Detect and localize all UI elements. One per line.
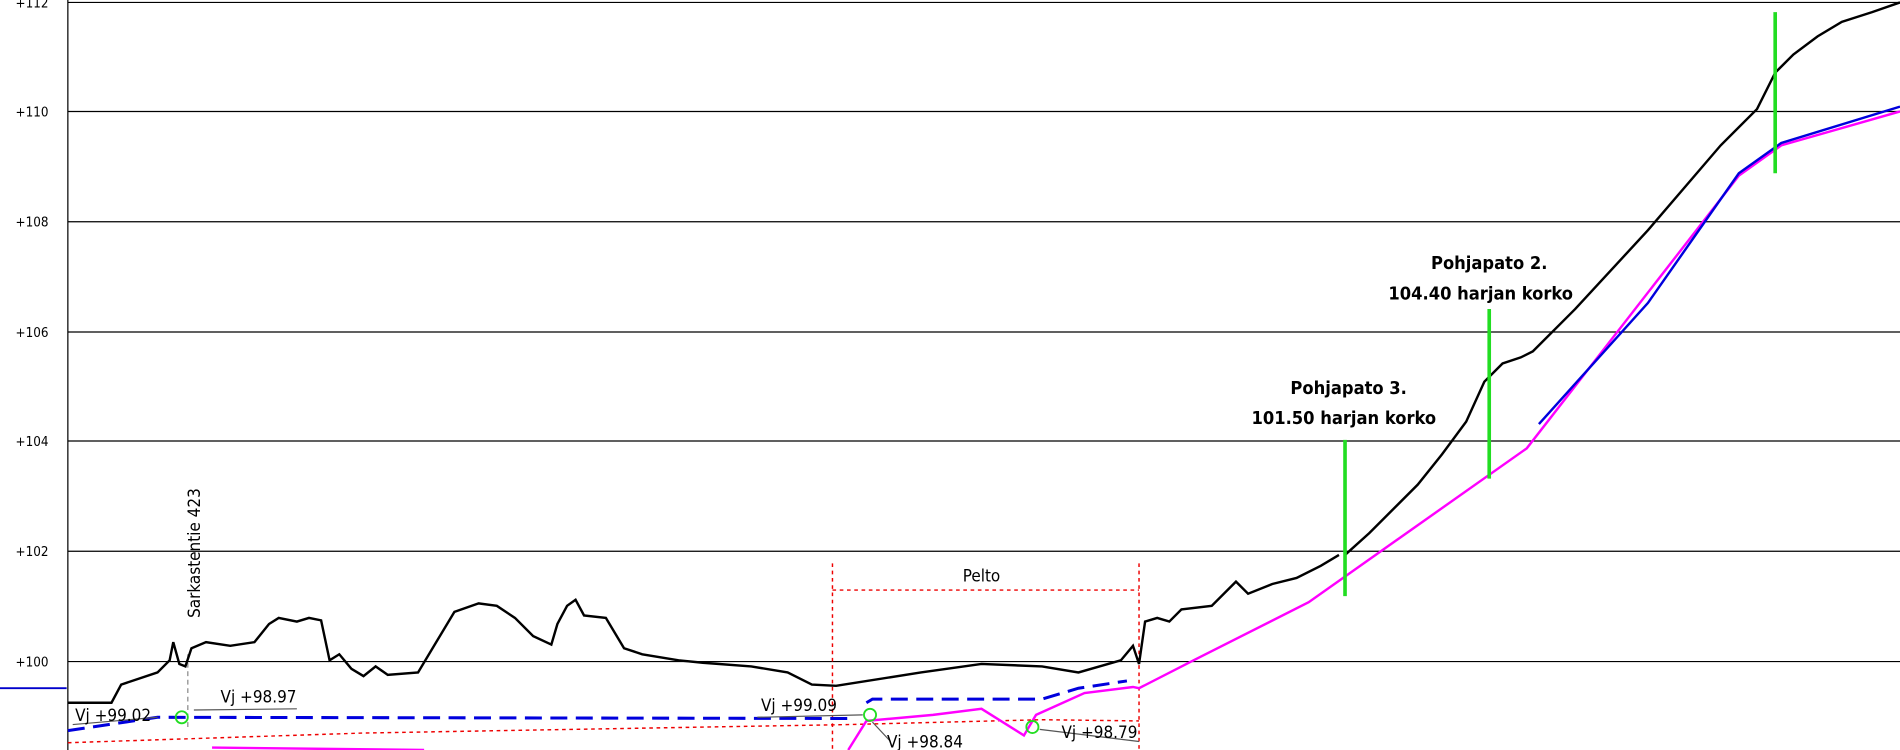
- axis-label: +100: [16, 655, 49, 670]
- axis-label: +110: [16, 105, 49, 120]
- design-line: [1538, 105, 1900, 425]
- grid: [67, 0, 1900, 750]
- road-label: Sarkastentie 423: [184, 488, 204, 618]
- field-label: Pelto: [963, 566, 1001, 586]
- axis-label: +104: [16, 435, 49, 450]
- axis-label: +108: [16, 216, 49, 231]
- level-label: Vj +98.97: [221, 687, 297, 707]
- weir-title: Pohjapato 3.: [1290, 378, 1406, 399]
- level-label: Vj +99.09: [761, 695, 837, 715]
- bottom-line: [212, 110, 1900, 750]
- leader-lines: [72, 708, 1140, 743]
- weir-title: Pohjapato 2.: [1431, 253, 1547, 274]
- level-label: Vj +98.84: [887, 732, 963, 750]
- axis-label: +112: [16, 0, 49, 11]
- terrain-line: [67, 1, 1900, 704]
- field-box: [67, 563, 1140, 750]
- weir-markers: [1343, 12, 1778, 597]
- level-label: Vj +99.02: [75, 705, 151, 725]
- level-symbols: [174, 707, 1040, 734]
- weir-crest: 101.50 harjan korko: [1252, 408, 1437, 429]
- axis-label: +106: [16, 326, 49, 341]
- weir-crest: 104.40 harjan korko: [1388, 283, 1573, 304]
- axis-label: +102: [16, 545, 49, 560]
- level-label: Vj +98.79: [1061, 722, 1137, 742]
